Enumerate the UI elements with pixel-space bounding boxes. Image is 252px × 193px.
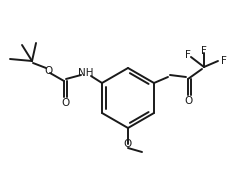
- Text: O: O: [184, 96, 192, 106]
- Text: F: F: [184, 50, 190, 60]
- Text: O: O: [61, 98, 69, 108]
- Text: O: O: [44, 66, 52, 76]
- Text: NH: NH: [78, 68, 93, 78]
- Text: F: F: [220, 56, 226, 66]
- Text: F: F: [200, 46, 206, 56]
- Text: O: O: [123, 139, 132, 149]
